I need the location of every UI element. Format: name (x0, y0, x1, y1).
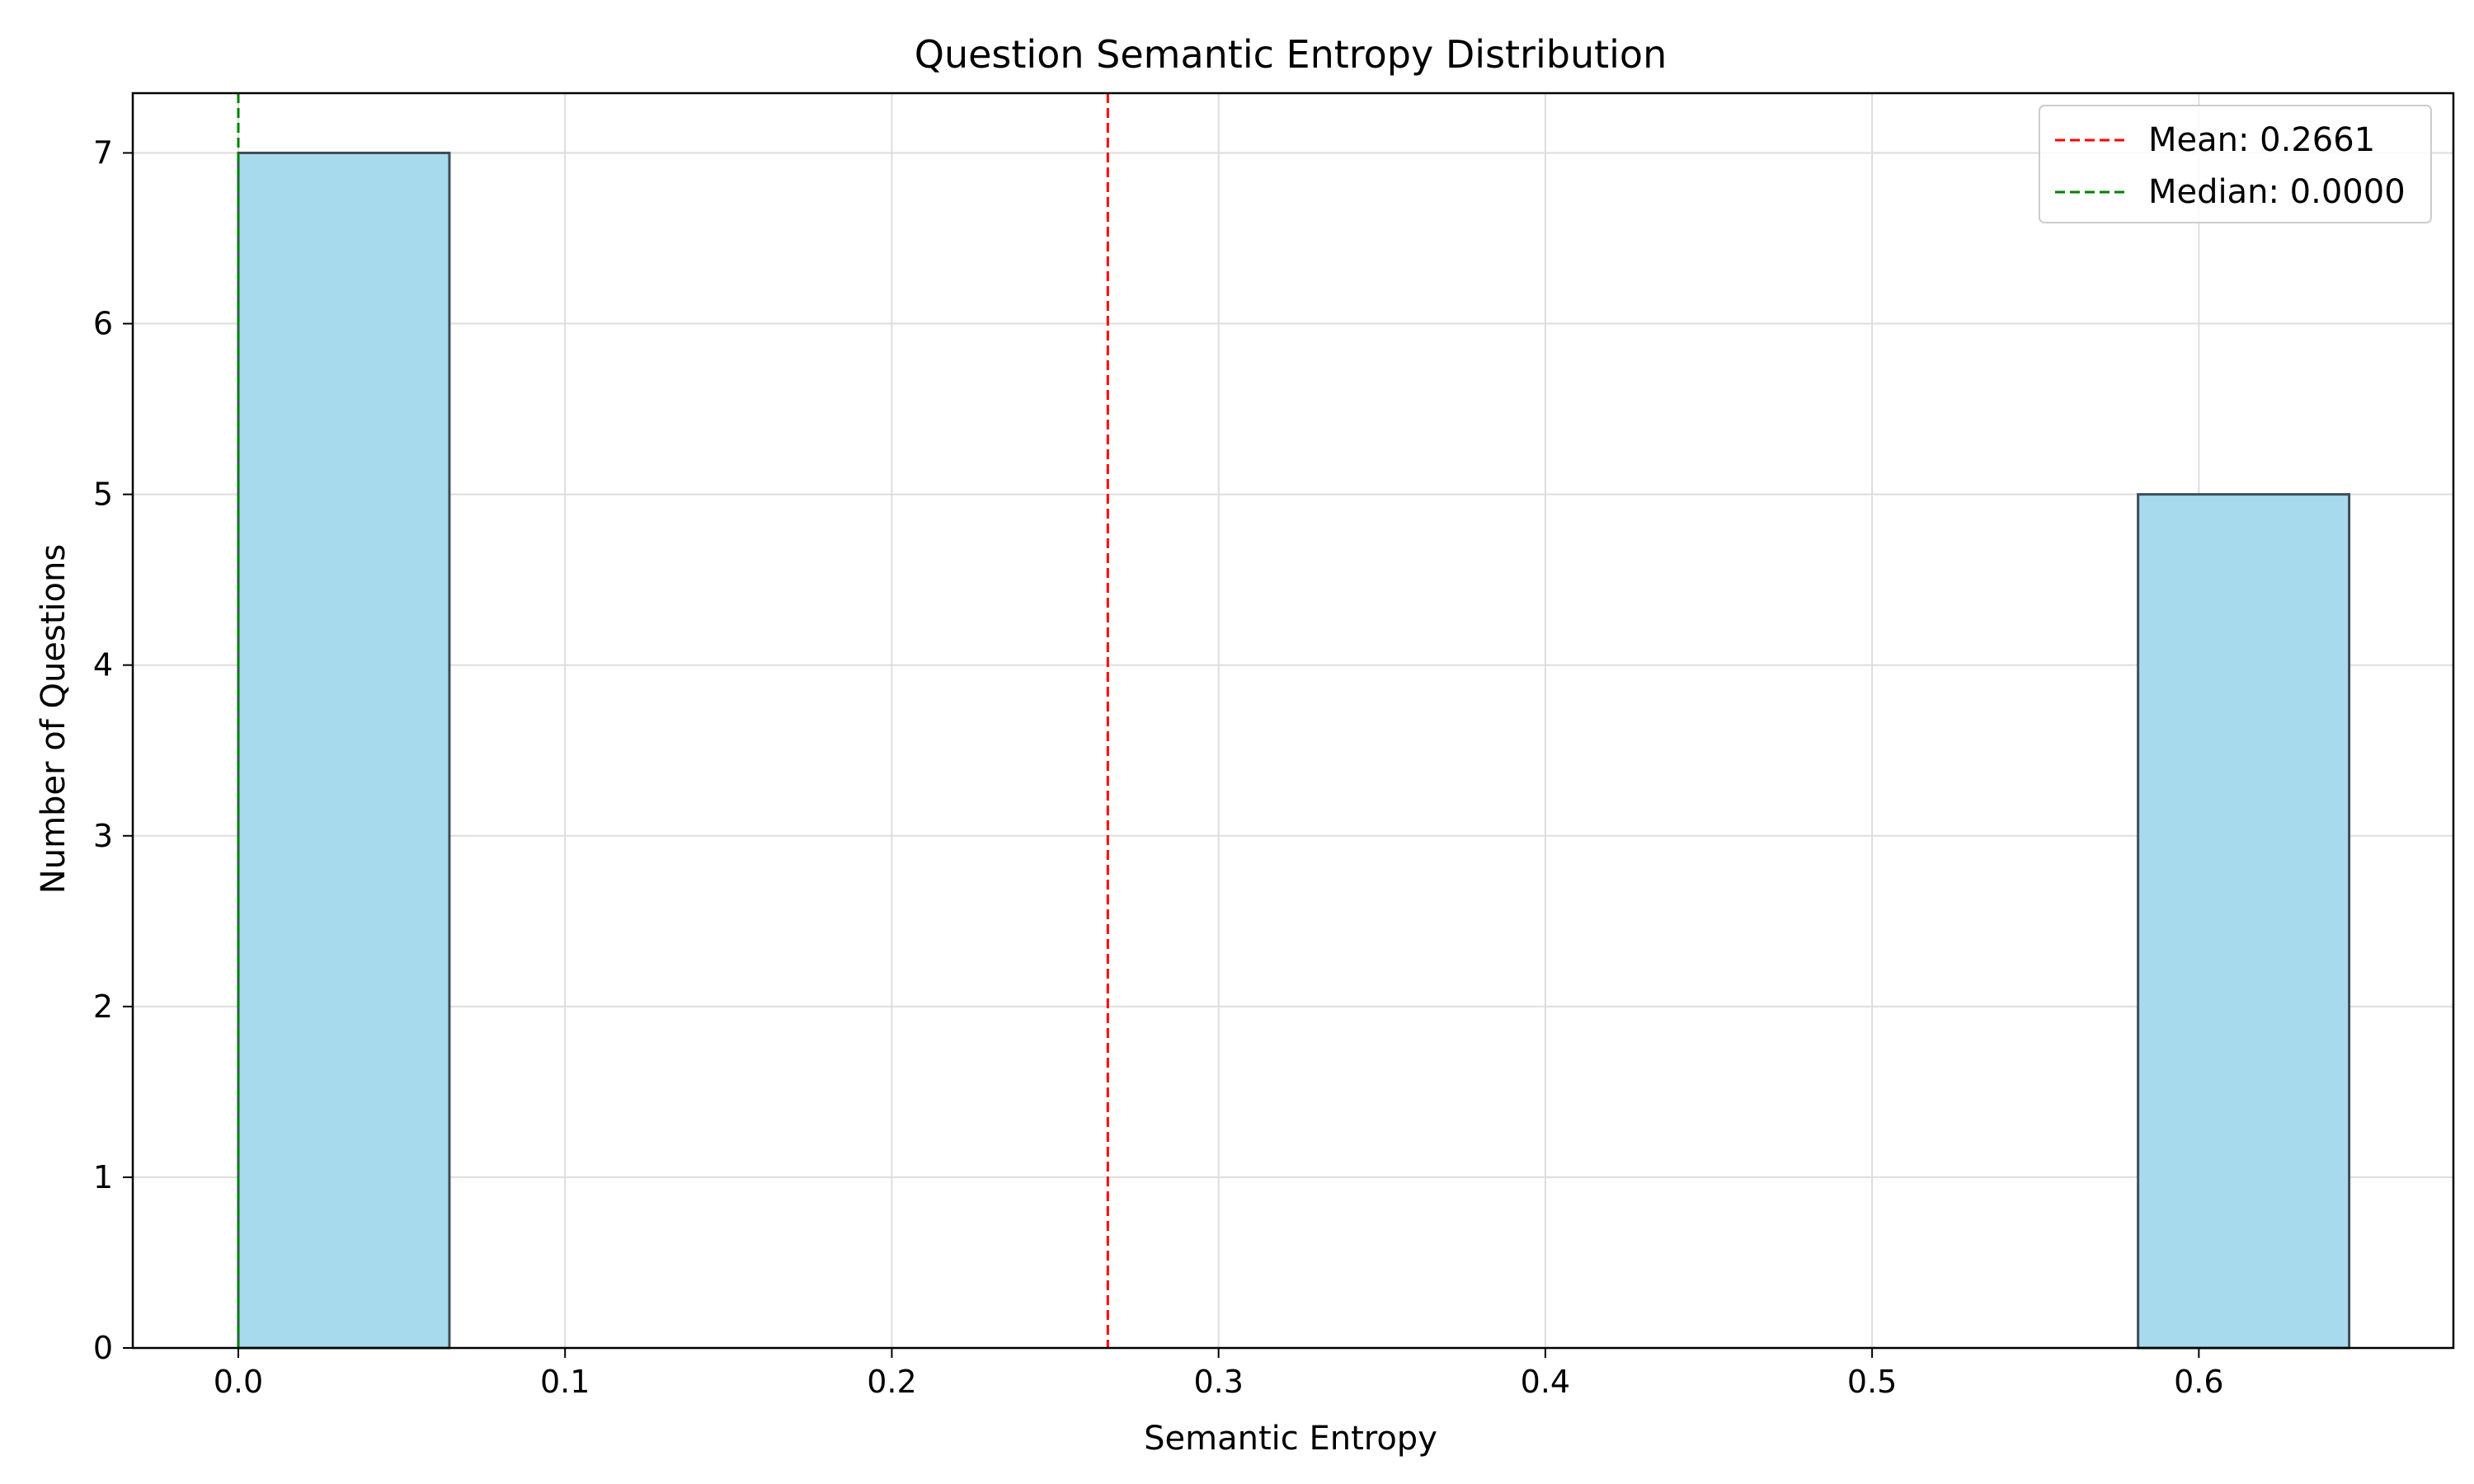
x-tick-label: 0.4 (1521, 1364, 1570, 1400)
tick-layer: 0.0 0.1 0.2 0.3 0.4 0.5 0.6 0 1 2 3 4 5 6 7 (93, 134, 2224, 1400)
bar-layer (237, 151, 2351, 1350)
x-tick-label: 0.1 (540, 1364, 590, 1400)
y-tick-label: 4 (93, 647, 113, 683)
histogram-bar (2137, 493, 2351, 1350)
y-tick-label: 1 (93, 1159, 113, 1195)
y-tick-label: 5 (93, 477, 113, 513)
legend-label-mean: Mean: 0.2661 (2148, 121, 2375, 159)
x-tick-label: 0.2 (867, 1364, 916, 1400)
x-axis-label: Semantic Entropy (1144, 1420, 1437, 1458)
legend-box (2039, 105, 2432, 223)
y-tick-label: 6 (93, 306, 113, 342)
x-tick-label: 0.6 (2174, 1364, 2223, 1400)
y-axis-label: Number of Questions (35, 544, 73, 894)
reference-line-layer (237, 93, 1109, 1348)
y-tick-label: 2 (93, 989, 113, 1025)
y-tick-label: 0 (93, 1330, 113, 1366)
y-tick-label: 3 (93, 818, 113, 854)
legend: Mean: 0.2661 Median: 0.0000 (2039, 105, 2432, 223)
x-tick-label: 0.3 (1193, 1364, 1243, 1400)
histogram-bar (237, 151, 451, 1350)
legend-label-median: Median: 0.0000 (2148, 173, 2406, 211)
chart-title: Question Semantic Entropy Distribution (915, 32, 1667, 77)
plot-frame (131, 92, 2455, 1350)
x-tick-label: 0.5 (1847, 1364, 1897, 1400)
x-tick-label: 0.0 (214, 1364, 263, 1400)
y-tick-label: 7 (93, 134, 113, 171)
grid-layer (133, 93, 2453, 1349)
